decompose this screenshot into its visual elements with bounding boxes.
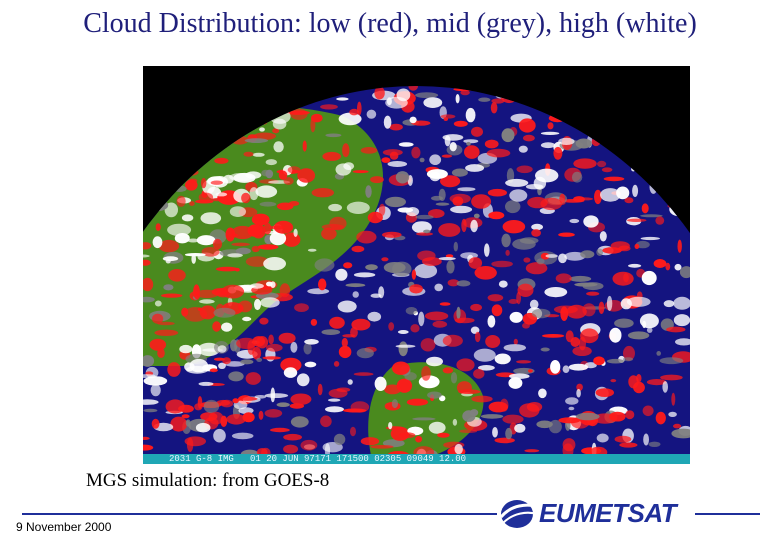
satellite-logo-icon <box>499 500 540 528</box>
logo-wordmark: EUMETSAT <box>539 498 677 528</box>
footer-date: 9 November 2000 <box>16 520 112 534</box>
image-info-bar: 2031 G-8 IMG 01 20 JUN 97171 171500 0230… <box>143 454 690 464</box>
satellite-image: 2031 G-8 IMG 01 20 JUN 97171 171500 0230… <box>143 66 690 464</box>
slide-title: Cloud Distribution: low (red), mid (grey… <box>83 8 697 39</box>
cloud-map <box>143 66 690 464</box>
footer-rule-left <box>22 513 497 515</box>
image-caption: MGS simulation: from GOES-8 <box>86 470 330 491</box>
eumetsat-logo: EUMETSAT <box>497 497 693 531</box>
footer-rule-right <box>695 513 760 515</box>
